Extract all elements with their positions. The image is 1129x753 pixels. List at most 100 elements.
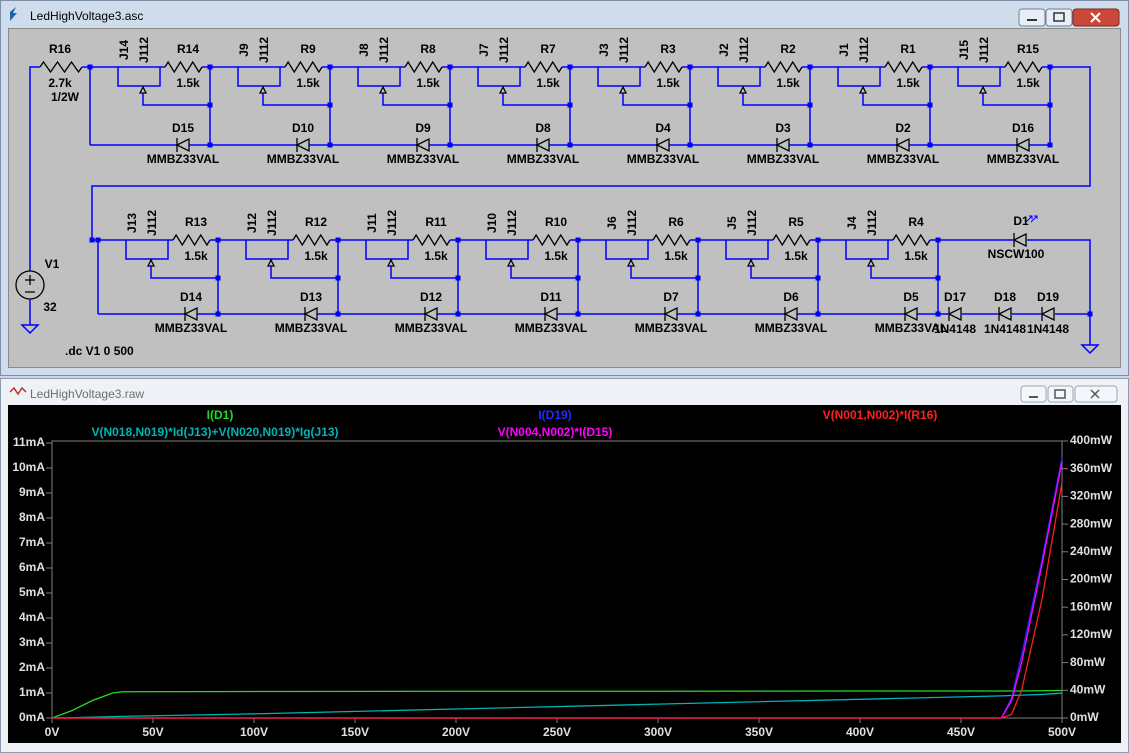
wire bbox=[837, 67, 881, 87]
resistor-symbol bbox=[284, 60, 323, 74]
jfet-model: J112 bbox=[865, 210, 879, 236]
diode-name: D5 bbox=[903, 290, 919, 304]
wire bbox=[477, 67, 521, 87]
resistor-value: 1.5k bbox=[304, 249, 328, 263]
diode-model: MMBZ33VAL bbox=[155, 321, 227, 335]
x-tick-label: 300V bbox=[644, 725, 672, 739]
resistor-name: R14 bbox=[177, 42, 199, 56]
junction bbox=[695, 237, 701, 243]
maximize-icon bbox=[1053, 12, 1065, 22]
jfet-model: J112 bbox=[137, 37, 151, 63]
wire bbox=[262, 93, 330, 106]
schematic-canvas bbox=[8, 28, 1121, 368]
diode-model: MMBZ33VAL bbox=[387, 152, 459, 166]
resistor-name: R3 bbox=[660, 42, 676, 56]
diode-symbol bbox=[947, 306, 962, 322]
y2-tick-label: 40mW bbox=[1070, 682, 1106, 696]
wire bbox=[29, 66, 40, 271]
diode-body bbox=[1041, 307, 1055, 321]
resistor-value: 1.5k bbox=[1016, 76, 1040, 90]
resistor-name: R15 bbox=[1017, 42, 1039, 56]
resistor-value: 1.5k bbox=[896, 76, 920, 90]
jfet-name: J7 bbox=[477, 43, 491, 57]
y2-tick-label: 160mW bbox=[1070, 599, 1113, 613]
source-name: V1 bbox=[45, 257, 60, 271]
resistor-value: 1.5k bbox=[544, 249, 568, 263]
diode-body bbox=[998, 307, 1012, 321]
led-model: NSCW100 bbox=[988, 247, 1045, 261]
resistor-name: R8 bbox=[420, 42, 436, 56]
x-tick-label: 450V bbox=[947, 725, 975, 739]
y-tick-label: 6mA bbox=[19, 560, 45, 574]
jfet-model: J112 bbox=[265, 210, 279, 236]
resistor-value: 1.5k bbox=[416, 76, 440, 90]
wire bbox=[390, 266, 458, 279]
plot: 0V 50V 100V 150V 200V 250V 300V 350V 400V 450V 500… bbox=[12, 408, 1112, 739]
x-tick-label: 350V bbox=[745, 725, 773, 739]
x-tick-label: 0V bbox=[45, 725, 60, 739]
resistor-value: 1.5k bbox=[776, 76, 800, 90]
junction bbox=[335, 237, 341, 243]
junction bbox=[207, 64, 213, 70]
resistor-name: R2 bbox=[780, 42, 796, 56]
led-name: D1 bbox=[1013, 214, 1029, 228]
y-tick-label: 7mA bbox=[19, 535, 45, 549]
wire bbox=[237, 67, 281, 87]
resistor-value: 1.5k bbox=[296, 76, 320, 90]
resistor-symbol bbox=[164, 60, 203, 74]
maximize-button[interactable] bbox=[1047, 385, 1074, 403]
window-title: LedHighVoltage3.raw bbox=[30, 387, 144, 401]
legend-entry: V(N018,N019)*Id(J13)+V(N020,N019)*Ig(J13… bbox=[91, 425, 338, 439]
diode-name: D14 bbox=[180, 290, 202, 304]
y2-tick-label: 320mW bbox=[1070, 489, 1113, 503]
jfet-model: J112 bbox=[505, 210, 519, 236]
diode-model: MMBZ33VAL bbox=[875, 321, 947, 335]
diode-name: D7 bbox=[663, 290, 679, 304]
jfet-model: J112 bbox=[385, 210, 399, 236]
jfet-name: J14 bbox=[117, 40, 131, 60]
minimize-button[interactable] bbox=[1020, 385, 1047, 403]
x-tick-label: 100V bbox=[240, 725, 268, 739]
junction bbox=[215, 237, 221, 243]
wire bbox=[125, 240, 169, 260]
maximize-button[interactable] bbox=[1045, 8, 1073, 27]
resistor-value: 1.5k bbox=[184, 249, 208, 263]
y2-tick-label: 80mW bbox=[1070, 655, 1106, 669]
resistor-symbol bbox=[884, 60, 923, 74]
wire bbox=[502, 93, 570, 106]
y2-tick-label: 120mW bbox=[1070, 627, 1113, 641]
diode-model: MMBZ33VAL bbox=[515, 321, 587, 335]
wire bbox=[597, 67, 641, 87]
ground bbox=[20, 324, 40, 335]
wire bbox=[245, 240, 289, 260]
y-tick-label: 0mA bbox=[19, 710, 45, 724]
diode-name: D18 bbox=[994, 290, 1016, 304]
diode-name: D12 bbox=[420, 290, 442, 304]
resistor-name: R5 bbox=[788, 215, 804, 229]
y-tick-label: 9mA bbox=[19, 485, 45, 499]
wire bbox=[630, 266, 698, 279]
y2-tick-label: 360mW bbox=[1070, 461, 1113, 475]
resistor-symbol bbox=[652, 233, 691, 247]
resistor-value: 2.7k bbox=[48, 76, 72, 90]
y2-tick-label: 400mW bbox=[1070, 433, 1113, 447]
y2-tick-label: 200mW bbox=[1070, 572, 1113, 586]
resistor-value: 1.5k bbox=[424, 249, 448, 263]
diode-model: MMBZ33VAL bbox=[747, 152, 819, 166]
diode-model: MMBZ33VAL bbox=[635, 321, 707, 335]
resistor-value: 1.5k bbox=[904, 249, 928, 263]
wire bbox=[862, 93, 930, 106]
wire bbox=[622, 93, 690, 106]
resistor-symbol bbox=[172, 233, 211, 247]
minimize-button[interactable] bbox=[1018, 8, 1046, 27]
diode-name: D9 bbox=[415, 121, 431, 135]
diode-model: MMBZ33VAL bbox=[147, 152, 219, 166]
resistor-symbol bbox=[764, 60, 803, 74]
resistor-value: 1.5k bbox=[664, 249, 688, 263]
diode-model: MMBZ33VAL bbox=[627, 152, 699, 166]
series-line bbox=[52, 482, 1063, 719]
diode-model: MMBZ33VAL bbox=[987, 152, 1059, 166]
x-tick-label: 50V bbox=[142, 725, 163, 739]
plot-area bbox=[8, 405, 1121, 743]
